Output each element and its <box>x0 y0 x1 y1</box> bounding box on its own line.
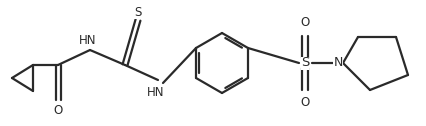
Text: HN: HN <box>147 86 165 99</box>
Text: O: O <box>300 97 310 109</box>
Text: N: N <box>333 56 343 70</box>
Text: S: S <box>301 56 309 70</box>
Text: O: O <box>300 17 310 29</box>
Text: S: S <box>134 6 142 19</box>
Text: HN: HN <box>79 35 97 48</box>
Text: O: O <box>53 103 63 117</box>
